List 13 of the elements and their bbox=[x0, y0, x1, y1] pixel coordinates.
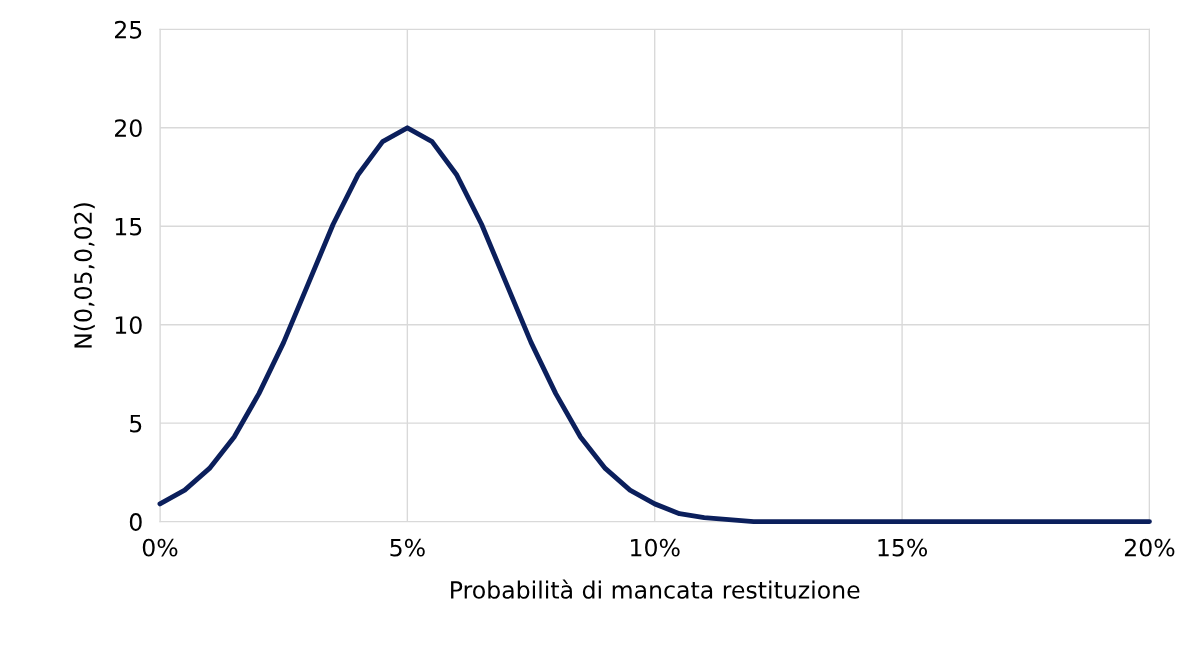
x-tick-label: 15% bbox=[878, 538, 928, 557]
x-tick-label: 5% bbox=[390, 538, 425, 557]
y-tick-label: 5 bbox=[130, 414, 142, 433]
y-tick-label: 25 bbox=[114, 20, 142, 39]
y-tick-label: 20 bbox=[114, 119, 142, 138]
y-tick-label: 10 bbox=[115, 316, 142, 334]
y-tick-label: 15 bbox=[115, 218, 142, 236]
x-tick-label: 0% bbox=[142, 538, 178, 557]
x-tick-label: 10% bbox=[631, 538, 680, 557]
x-axis-title: Probabilità di mancata restituzione bbox=[451, 579, 860, 599]
x-tick-label: 20% bbox=[1124, 538, 1175, 557]
y-tick-label: 0 bbox=[129, 513, 142, 531]
y-axis-title: N(0,05,0,02) bbox=[73, 203, 95, 348]
